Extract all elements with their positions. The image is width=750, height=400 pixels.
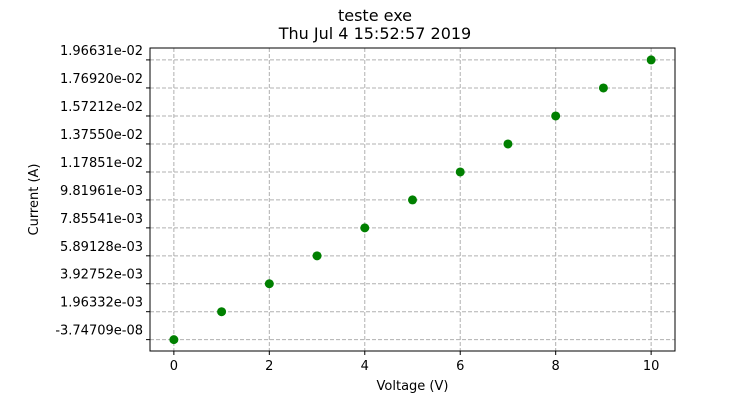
- data-point: [360, 223, 370, 233]
- y-tick-label: 1.76920e-02: [60, 72, 143, 87]
- data-point: [503, 139, 513, 149]
- y-tick-label: 1.96631e-02: [60, 44, 143, 59]
- y-tick-label: 5.89128e-03: [60, 240, 143, 255]
- data-point: [217, 307, 227, 317]
- y-tick-label: 9.81961e-03: [60, 184, 143, 199]
- y-tick-label: 1.17851e-02: [60, 156, 143, 171]
- x-axis-ticks: 0 2 4 6 8 10: [170, 351, 660, 374]
- x-axis-label: Voltage (V): [377, 379, 449, 394]
- data-point: [408, 195, 417, 205]
- x-tick-label: 6: [456, 359, 464, 374]
- data-point: [264, 279, 274, 289]
- y-tick-label: 1.57212e-02: [60, 100, 143, 115]
- y-tick-label: 1.37550e-02: [60, 128, 143, 143]
- data-point: [646, 55, 656, 65]
- data-point: [169, 335, 179, 345]
- y-axis-label: Current (A): [27, 164, 42, 236]
- data-points: [169, 55, 656, 345]
- x-tick-label: 4: [361, 359, 369, 374]
- y-tick-label: 1.96332e-03: [60, 296, 143, 311]
- y-tick-label: -3.74709e-08: [55, 324, 143, 339]
- x-tick-label: 8: [552, 359, 560, 374]
- chart-title-line-2: Thu Jul 4 15:52:57 2019: [278, 24, 472, 43]
- data-point: [551, 111, 561, 121]
- chart-title-line-1: teste exe: [337, 6, 413, 25]
- x-tick-label: 10: [643, 359, 660, 374]
- y-tick-label: 3.92752e-03: [60, 268, 143, 283]
- grid-lines: [150, 48, 675, 351]
- x-tick-label: 2: [265, 359, 273, 374]
- y-tick-label: 7.85541e-03: [60, 212, 143, 227]
- y-axis-ticks: -3.74709e-08 1.96332e-03 3.92752e-03 5.8912…: [55, 44, 150, 341]
- data-point: [455, 167, 465, 177]
- data-point: [312, 251, 322, 261]
- data-point: [598, 83, 608, 93]
- x-tick-label: 0: [170, 359, 178, 374]
